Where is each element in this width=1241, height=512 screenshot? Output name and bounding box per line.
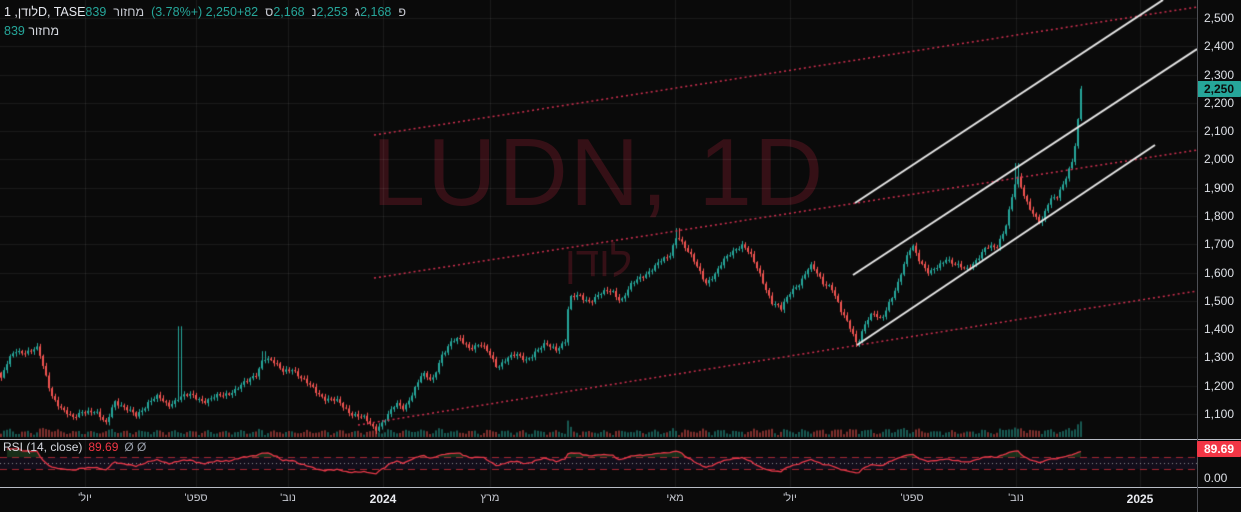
pane-separator[interactable] <box>0 439 1241 440</box>
ohlc-values: פ2,168ג2,253נ2,168ס2,250 <box>206 5 406 19</box>
rsi-value-badge: 89.69 <box>1197 441 1241 457</box>
price-axis-label: 1,900 <box>1204 181 1234 195</box>
ohlc-value: 2,250 <box>206 5 237 19</box>
price-axis-label: 2,000 <box>1204 152 1234 166</box>
price-pane-canvas[interactable] <box>0 0 1197 439</box>
symbol-title: לודן, 1D, TASE <box>4 5 85 19</box>
rsi-hide-icons[interactable]: Ø Ø <box>124 440 146 454</box>
volume-row-value: 839 <box>4 24 25 38</box>
time-axis-label: נוב' <box>280 492 296 504</box>
rsi-zero-label: 0.00 <box>1204 471 1227 485</box>
time-axis-label: ספט' <box>184 492 207 504</box>
price-axis-label: 1,300 <box>1204 350 1234 364</box>
price-axis-border <box>1197 0 1198 512</box>
time-axis[interactable]: יול' ספט' נוב' 2024 מרץ מאי יול' ספט' נוב' 2025 <box>0 487 1241 512</box>
time-axis-label: יול' <box>78 492 92 504</box>
legend-row-main: לודן, 1D, TASEפ2,168ג2,253נ2,168ס2,250+8… <box>4 3 406 22</box>
price-axis-label: 2,200 <box>1204 96 1234 110</box>
price-axis-label: 1,800 <box>1204 209 1234 223</box>
symbol-legend: לודן, 1D, TASEפ2,168ג2,253נ2,168ס2,250+8… <box>4 3 406 41</box>
price-axis-label: 2,100 <box>1204 124 1234 138</box>
axis-separator <box>0 487 1241 488</box>
rsi-pane-canvas[interactable] <box>0 439 1197 487</box>
price-axis-label: 2,500 <box>1204 11 1234 25</box>
last-price-badge: 2,250 <box>1197 81 1241 97</box>
rsi-current-value: 89.69 <box>88 440 118 454</box>
ohlc-label: פ <box>398 5 406 19</box>
change-value: +82 (+3.78%) <box>151 5 258 19</box>
ohlc-value: 2,168 <box>360 5 391 19</box>
time-axis-label: 2025 <box>1127 492 1154 506</box>
price-axis-label: 2,400 <box>1204 39 1234 53</box>
price-axis-label: 1,200 <box>1204 379 1234 393</box>
time-axis-label: מאי <box>666 492 683 504</box>
rsi-indicator-title: RSI (14, close) <box>3 440 82 454</box>
price-axis-label: 1,100 <box>1204 407 1234 421</box>
time-axis-label: ספט' <box>900 492 923 504</box>
tradingview-chart: LUDN, 1D לודן לודן, 1D, TASEפ2,168ג2,253… <box>0 0 1241 512</box>
ohlc-value: 2,168 <box>273 5 304 19</box>
legend-row-volume: מחזור 839 <box>4 22 406 41</box>
time-axis-label: נוב' <box>1008 492 1024 504</box>
volume-value: 839 <box>85 5 106 19</box>
price-axis-label: 1,400 <box>1204 322 1234 336</box>
ohlc-value: 2,253 <box>316 5 347 19</box>
time-axis-label: יול' <box>783 492 797 504</box>
price-axis[interactable]: 2,500 2,400 2,300 2,200 2,100 2,000 1,900 1,800… <box>1197 0 1241 487</box>
rsi-legend: RSI (14, close) 89.69 Ø Ø <box>3 440 146 454</box>
price-axis-label: 1,700 <box>1204 237 1234 251</box>
volume-label: מחזור <box>113 5 144 19</box>
price-axis-label: 2,300 <box>1204 68 1234 82</box>
price-axis-label: 1,600 <box>1204 266 1234 280</box>
price-axis-label: 1,500 <box>1204 294 1234 308</box>
time-axis-label: מרץ <box>481 492 500 504</box>
time-axis-label: 2024 <box>370 492 397 506</box>
volume-row-label: מחזור <box>28 24 59 38</box>
